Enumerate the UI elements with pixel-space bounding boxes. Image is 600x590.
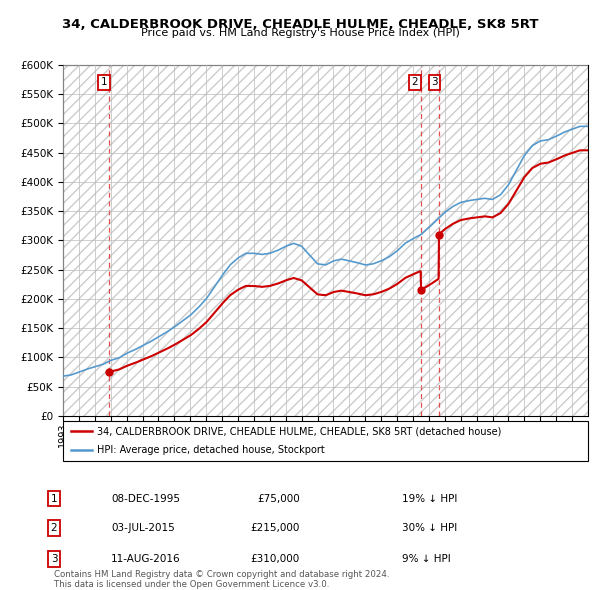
Text: 2: 2	[50, 523, 58, 533]
Text: 3: 3	[50, 554, 58, 563]
Text: Contains HM Land Registry data © Crown copyright and database right 2024.: Contains HM Land Registry data © Crown c…	[54, 569, 389, 579]
Text: 30% ↓ HPI: 30% ↓ HPI	[402, 523, 457, 533]
Text: 3: 3	[431, 77, 438, 87]
Text: 9% ↓ HPI: 9% ↓ HPI	[402, 554, 451, 563]
Text: 2: 2	[411, 77, 418, 87]
Text: 1: 1	[101, 77, 107, 87]
Text: 34, CALDERBROOK DRIVE, CHEADLE HULME, CHEADLE, SK8 5RT (detached house): 34, CALDERBROOK DRIVE, CHEADLE HULME, CH…	[97, 427, 502, 436]
Text: £215,000: £215,000	[251, 523, 300, 533]
Text: 1: 1	[50, 494, 58, 503]
Text: 03-JUL-2015: 03-JUL-2015	[111, 523, 175, 533]
Text: This data is licensed under the Open Government Licence v3.0.: This data is licensed under the Open Gov…	[54, 579, 329, 589]
Text: 19% ↓ HPI: 19% ↓ HPI	[402, 494, 457, 503]
Text: HPI: Average price, detached house, Stockport: HPI: Average price, detached house, Stoc…	[97, 445, 325, 455]
Text: 08-DEC-1995: 08-DEC-1995	[111, 494, 180, 503]
Text: 11-AUG-2016: 11-AUG-2016	[111, 554, 181, 563]
Text: Price paid vs. HM Land Registry's House Price Index (HPI): Price paid vs. HM Land Registry's House …	[140, 28, 460, 38]
Text: £310,000: £310,000	[251, 554, 300, 563]
Text: £75,000: £75,000	[257, 494, 300, 503]
Text: 34, CALDERBROOK DRIVE, CHEADLE HULME, CHEADLE, SK8 5RT: 34, CALDERBROOK DRIVE, CHEADLE HULME, CH…	[62, 18, 538, 31]
